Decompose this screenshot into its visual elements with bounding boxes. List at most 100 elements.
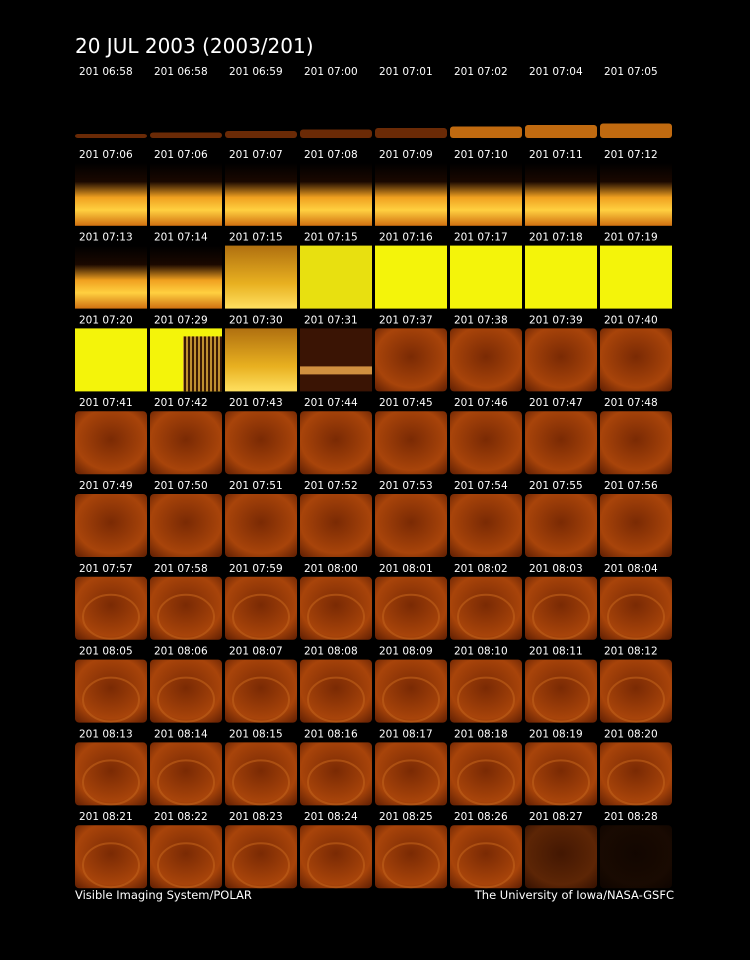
panel-image xyxy=(450,411,522,475)
panel-label: 201 07:55 xyxy=(529,480,583,492)
image-glow xyxy=(225,576,297,640)
panel-image xyxy=(450,162,522,226)
limb-arc xyxy=(300,129,372,138)
panel-label: 201 08:14 xyxy=(154,728,208,740)
panel-image xyxy=(375,742,447,806)
image-glow xyxy=(75,494,147,557)
image-glow xyxy=(225,825,297,889)
image-glow xyxy=(150,659,222,723)
image-band xyxy=(300,366,372,375)
oval xyxy=(382,593,440,640)
oval xyxy=(607,593,665,640)
panel-label: 201 08:23 xyxy=(229,811,283,823)
oval xyxy=(157,593,215,640)
image-glow xyxy=(525,825,597,889)
panel-image xyxy=(75,576,147,640)
panel-label: 201 07:01 xyxy=(379,66,433,78)
image-glow xyxy=(450,825,522,889)
panel-label: 201 07:54 xyxy=(454,480,508,492)
oval xyxy=(532,676,590,723)
oval xyxy=(382,842,440,889)
image-glow xyxy=(600,659,672,723)
panel-label: 201 08:18 xyxy=(454,728,508,740)
panel-label: 201 08:15 xyxy=(229,728,283,740)
panel-label: 201 07:05 xyxy=(604,66,658,78)
panel-image xyxy=(300,576,372,640)
panel-label: 201 06:58 xyxy=(79,66,133,78)
panel-label: 201 07:59 xyxy=(229,563,283,575)
panel-image xyxy=(375,576,447,640)
panel-image xyxy=(150,328,222,392)
panel-image xyxy=(450,494,522,557)
panel-image xyxy=(225,162,297,226)
image-glow xyxy=(525,576,597,640)
panel-label: 201 08:17 xyxy=(379,728,433,740)
panel-label: 201 07:38 xyxy=(454,314,508,326)
oval xyxy=(607,759,665,806)
oval xyxy=(157,759,215,806)
oval xyxy=(457,759,515,806)
panel-image xyxy=(450,80,522,143)
image-noisy xyxy=(225,328,297,392)
panel-image xyxy=(300,742,372,806)
oval xyxy=(307,593,365,640)
panel-label: 201 07:00 xyxy=(304,66,358,78)
panel-label: 201 07:04 xyxy=(529,66,583,78)
panel-label: 201 08:07 xyxy=(229,646,283,658)
image-limb xyxy=(600,162,672,226)
image-glow xyxy=(450,659,522,723)
panel-label: 201 08:28 xyxy=(604,811,658,823)
panel-image xyxy=(375,328,447,392)
panel-image xyxy=(600,411,672,475)
image-noisy xyxy=(225,245,297,309)
panel-label: 201 07:50 xyxy=(154,480,208,492)
image-glow xyxy=(225,742,297,806)
panel-image xyxy=(600,328,672,392)
oval xyxy=(157,842,215,889)
image-glow xyxy=(150,742,222,806)
image-glow xyxy=(300,494,372,557)
panel-image xyxy=(450,825,522,889)
panel-label: 201 07:19 xyxy=(604,232,658,244)
oval xyxy=(82,676,140,723)
panel-label: 201 06:58 xyxy=(154,66,208,78)
panel-image xyxy=(150,494,222,557)
image-glow xyxy=(525,328,597,392)
limb-arc xyxy=(600,123,672,138)
panel-label: 201 07:40 xyxy=(604,314,658,326)
limb-arc xyxy=(450,126,522,138)
image-limb xyxy=(525,162,597,226)
panel-label: 201 08:20 xyxy=(604,728,658,740)
image-saturated xyxy=(525,245,597,309)
panel-label: 201 07:17 xyxy=(454,232,508,244)
panel-label: 201 07:48 xyxy=(604,397,658,409)
panel-image xyxy=(150,411,222,475)
image-glow xyxy=(525,659,597,723)
image-stripes xyxy=(183,336,222,392)
panel-label: 201 07:46 xyxy=(454,397,508,409)
limb-arc xyxy=(525,125,597,138)
panel-label: 201 07:13 xyxy=(79,232,133,244)
panel-image xyxy=(225,742,297,806)
panel-image xyxy=(600,742,672,806)
image-limb xyxy=(225,162,297,226)
oval xyxy=(82,593,140,640)
panel-image xyxy=(300,80,372,143)
panel-image xyxy=(450,576,522,640)
panel-label: 201 07:57 xyxy=(79,563,133,575)
panel-label: 201 07:29 xyxy=(154,314,208,326)
panel-label: 201 08:03 xyxy=(529,563,583,575)
panel-label: 201 08:26 xyxy=(454,811,508,823)
panel-label: 201 08:06 xyxy=(154,646,208,658)
panel-image xyxy=(375,162,447,226)
panel-image xyxy=(450,742,522,806)
panel-image xyxy=(225,494,297,557)
panel-label: 201 08:02 xyxy=(454,563,508,575)
image-glow xyxy=(525,411,597,475)
panel-image xyxy=(525,494,597,557)
panel-image xyxy=(150,80,222,143)
panel-label: 201 07:58 xyxy=(154,563,208,575)
title: 20 JUL 2003 (2003/201) xyxy=(75,34,314,58)
panel-label: 201 08:00 xyxy=(304,563,358,575)
